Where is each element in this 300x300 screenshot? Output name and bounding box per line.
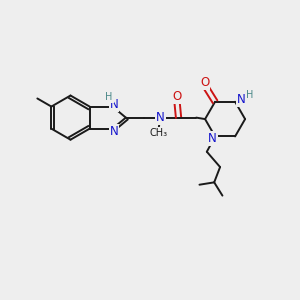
- Text: N: N: [110, 124, 118, 137]
- Text: N: N: [237, 93, 246, 106]
- Text: N: N: [208, 132, 217, 145]
- Text: H: H: [246, 90, 253, 100]
- Text: N: N: [156, 111, 165, 124]
- Text: CH₃: CH₃: [150, 128, 168, 138]
- Text: O: O: [200, 76, 209, 89]
- Text: N: N: [110, 98, 118, 111]
- Text: O: O: [172, 91, 182, 103]
- Text: H: H: [105, 92, 113, 102]
